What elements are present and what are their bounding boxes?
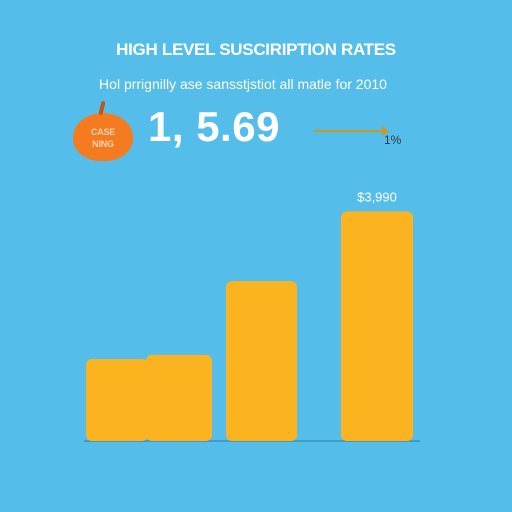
arrow-right-icon <box>382 126 389 136</box>
bar-1 <box>86 359 148 441</box>
trend-arrow-line <box>314 130 384 132</box>
bar-4 <box>341 211 413 441</box>
badge-label: CASE NING <box>90 127 116 149</box>
chart-subtitle: Hol prrignilly ase sansstjstiot all matl… <box>99 76 387 92</box>
kpi-change: 1% <box>384 133 402 147</box>
chart-title: HIGH LEVEL SUSCIRIPTION RATES <box>116 40 396 59</box>
apple-icon <box>73 113 133 161</box>
kpi-value: 1, 5.69 <box>148 103 280 150</box>
bar-4-label: $3,990 <box>357 189 397 204</box>
bar-2 <box>146 354 212 441</box>
bar-3 <box>226 281 297 441</box>
